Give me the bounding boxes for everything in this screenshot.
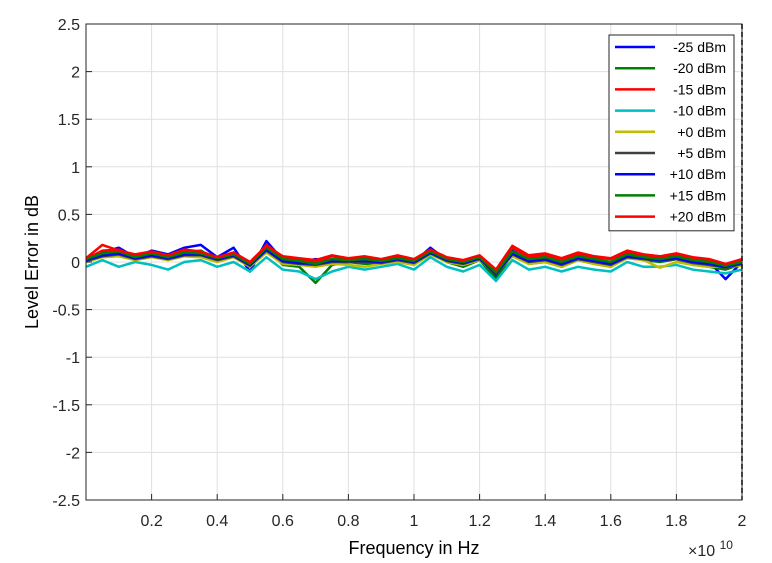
- y-tick-label: -2: [66, 445, 80, 462]
- legend-label: -15 dBm: [673, 81, 726, 97]
- y-tick-label: -1.5: [52, 398, 80, 415]
- x-tick-label: 1: [410, 513, 419, 530]
- y-tick-label: -0.5: [52, 303, 80, 320]
- series-line-4: [85, 255, 743, 283]
- x-axis-ticks: 0.2 0.4 0.6 0.8 1 1.2 1.4 1.6 1.8 2: [140, 494, 747, 530]
- x-exponent-label: ×10 10: [688, 538, 733, 560]
- y-tick-label: 1.5: [58, 112, 80, 129]
- legend-label: +0 dBm: [677, 124, 726, 140]
- x-axis-label: Frequency in Hz: [348, 538, 479, 558]
- y-tick-label: 1: [71, 160, 80, 177]
- y-tick-label: 2.5: [58, 17, 80, 34]
- series-line-9: [85, 243, 743, 271]
- x-tick-label: 0.4: [206, 513, 228, 530]
- x-tick-label: 1.2: [468, 513, 490, 530]
- y-axis-ticks: 2.5 2 1.5 1 0.5 0 -0.5 -1 -1.5 -2 -2.5: [52, 17, 92, 510]
- series-line-8: [85, 246, 743, 274]
- x-exponent-power: 10: [720, 538, 734, 552]
- x-tick-label: 0.8: [337, 513, 359, 530]
- y-tick-label: 0.5: [58, 207, 80, 224]
- x-tick-label: 0.2: [140, 513, 162, 530]
- legend-label: -25 dBm: [673, 39, 726, 55]
- y-tick-label: -2.5: [52, 493, 80, 510]
- legend-label: -20 dBm: [673, 60, 726, 76]
- legend-label: +15 dBm: [670, 187, 726, 203]
- legend-label: +5 dBm: [677, 145, 726, 161]
- legend-label: +20 dBm: [670, 209, 726, 225]
- x-tick-label: 1.6: [600, 513, 622, 530]
- legend-label: +10 dBm: [670, 166, 726, 182]
- legend: -25 dBm -20 dBm -15 dBm -10 dBm +0 dBm +5 dBm…: [608, 34, 735, 232]
- y-tick-label: 2: [71, 65, 80, 82]
- x-tick-label: 2: [738, 513, 747, 530]
- x-tick-label: 1.8: [665, 513, 687, 530]
- y-tick-label: -1: [66, 350, 80, 367]
- legend-label: -10 dBm: [673, 103, 726, 119]
- x-exponent-base: ×10: [688, 543, 715, 560]
- y-tick-label: 0: [71, 255, 80, 272]
- series-layer: [85, 239, 743, 285]
- y-axis-label: Level Error in dB: [22, 195, 42, 329]
- x-tick-label: 0.6: [272, 513, 294, 530]
- x-tick-label: 1.4: [534, 513, 556, 530]
